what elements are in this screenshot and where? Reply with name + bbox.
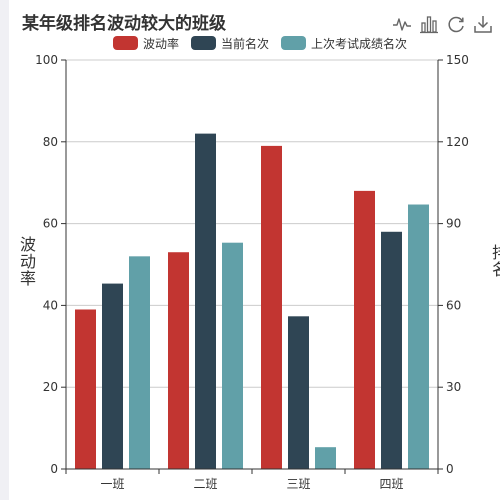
bar-wave-rate[interactable] bbox=[168, 252, 189, 469]
x-tick-label: 四班 bbox=[379, 477, 403, 491]
bar-current-rank[interactable] bbox=[102, 283, 123, 469]
y-right-tick-label: 30 bbox=[446, 380, 461, 394]
bar-last-rank[interactable] bbox=[315, 447, 336, 469]
legend-swatch-last-rank bbox=[281, 36, 307, 50]
x-tick-label: 三班 bbox=[286, 477, 310, 491]
y-left-tick-label: 40 bbox=[43, 298, 58, 312]
legend-item-wave-rate[interactable]: 波动率 bbox=[113, 35, 179, 52]
bar-last-rank[interactable] bbox=[222, 242, 243, 469]
bar-wave-rate[interactable] bbox=[75, 309, 96, 469]
restore-icon[interactable] bbox=[446, 14, 466, 34]
line-chart-icon[interactable] bbox=[392, 14, 412, 34]
y-right-tick-label: 150 bbox=[446, 53, 469, 67]
x-tick-label: 二班 bbox=[193, 477, 217, 491]
bar-current-rank[interactable] bbox=[288, 316, 309, 469]
y-axis-left-title: 波动率 bbox=[17, 236, 36, 287]
y-right-tick-label: 60 bbox=[446, 298, 461, 312]
legend-swatch-wave-rate bbox=[113, 36, 138, 50]
legend-label-current-rank: 当前名次 bbox=[221, 36, 270, 51]
legend-swatch-current-rank bbox=[191, 36, 217, 50]
bar-wave-rate[interactable] bbox=[261, 145, 282, 469]
bar-current-rank[interactable] bbox=[381, 231, 402, 469]
legend-label-wave-rate: 波动率 bbox=[143, 36, 180, 51]
bar-chart-icon[interactable] bbox=[419, 14, 439, 34]
bar-last-rank[interactable] bbox=[129, 256, 150, 469]
toolbox bbox=[392, 14, 500, 34]
left-edge-strip bbox=[0, 0, 9, 500]
chart-title: 某年级排名波动较大的班级 bbox=[22, 14, 226, 34]
y-right-tick-label: 120 bbox=[446, 135, 469, 149]
x-tick-label: 一班 bbox=[100, 477, 124, 491]
bar-wave-rate[interactable] bbox=[354, 190, 375, 469]
bar-current-rank[interactable] bbox=[195, 133, 216, 469]
y-right-tick-label: 0 bbox=[446, 462, 454, 476]
y-right-tick-label: 90 bbox=[446, 217, 461, 231]
y-left-tick-label: 60 bbox=[43, 217, 58, 231]
y-left-tick-label: 20 bbox=[43, 380, 58, 394]
legend: 波动率 当前名次 上次考试成绩名次 bbox=[113, 35, 419, 51]
download-icon[interactable] bbox=[473, 14, 493, 34]
legend-label-last-rank: 上次考试成绩名次 bbox=[311, 36, 408, 51]
y-left-tick-label: 0 bbox=[50, 462, 58, 476]
y-axis-right-title: 排名 bbox=[489, 244, 500, 278]
y-left-tick-label: 100 bbox=[35, 53, 58, 67]
legend-item-last-rank[interactable]: 上次考试成绩名次 bbox=[281, 35, 407, 52]
bar-last-rank[interactable] bbox=[408, 204, 429, 469]
legend-item-current-rank[interactable]: 当前名次 bbox=[191, 35, 269, 52]
y-left-tick-label: 80 bbox=[43, 135, 58, 149]
